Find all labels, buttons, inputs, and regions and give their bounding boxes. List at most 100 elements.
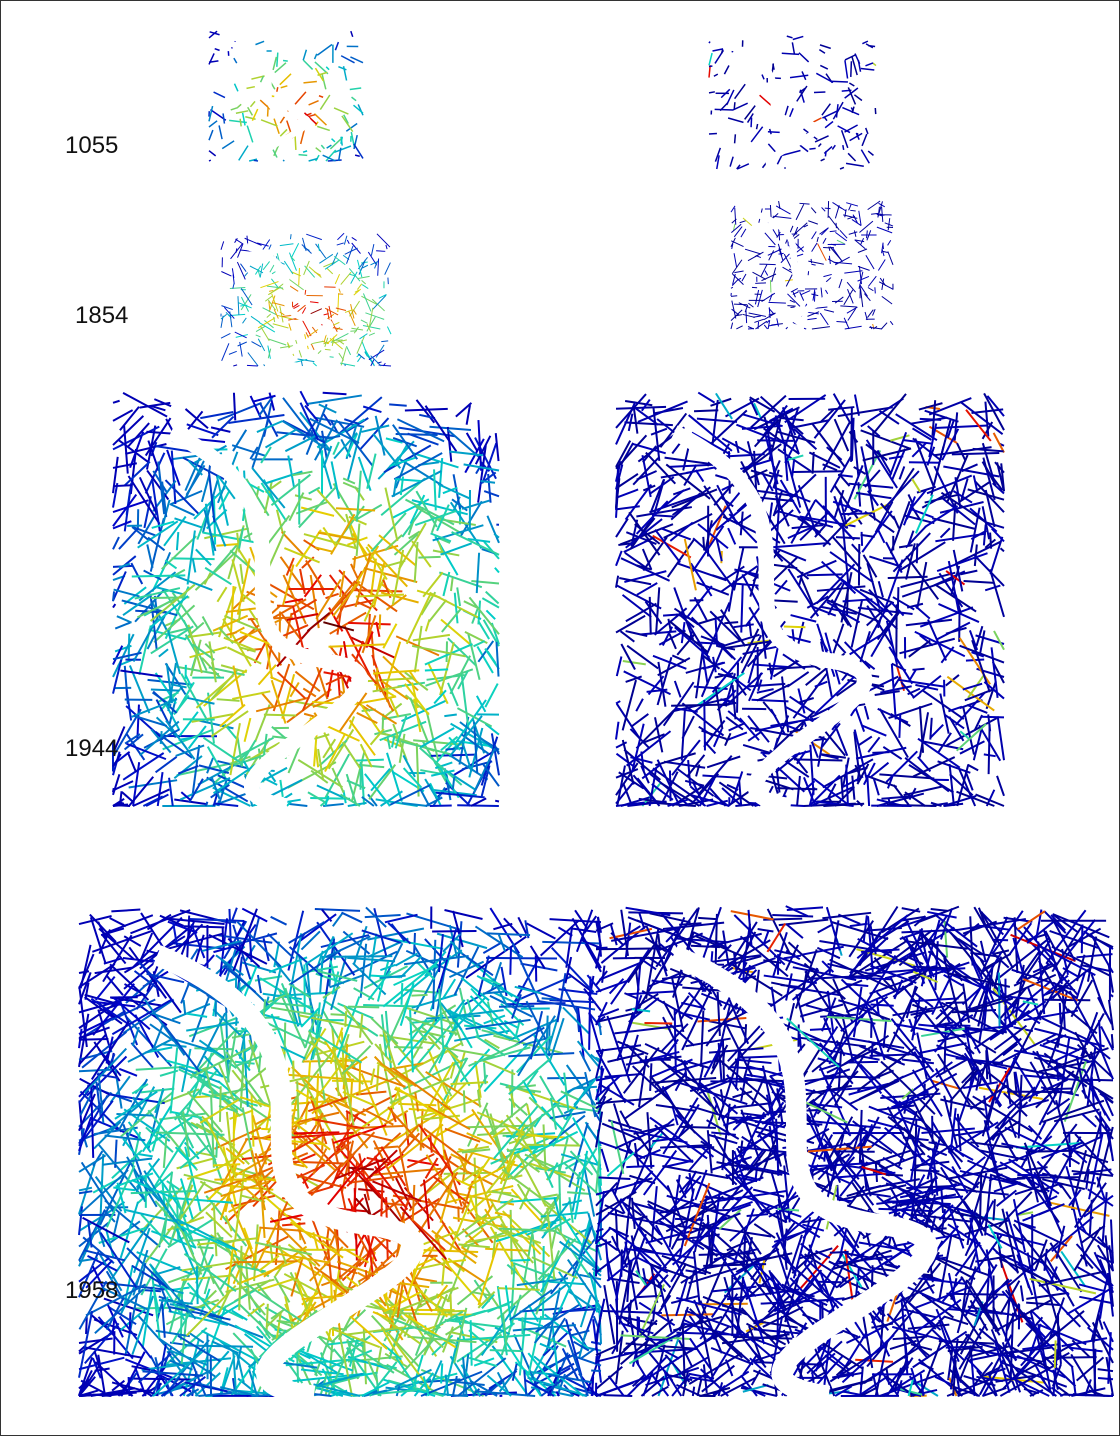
street	[247, 365, 258, 366]
street	[862, 726, 886, 736]
street	[438, 484, 470, 499]
street	[777, 788, 817, 789]
street	[878, 530, 884, 543]
street	[664, 682, 694, 725]
street	[317, 490, 345, 522]
street	[132, 575, 186, 576]
street	[510, 1260, 530, 1261]
street	[151, 597, 190, 598]
street	[861, 535, 875, 537]
street	[860, 1110, 862, 1164]
street	[746, 309, 747, 323]
street	[417, 743, 419, 797]
street	[868, 288, 873, 291]
street	[786, 327, 788, 329]
street	[1111, 995, 1113, 997]
street	[288, 456, 294, 489]
street	[888, 240, 891, 245]
street	[779, 920, 829, 926]
street	[377, 681, 394, 712]
street	[839, 279, 842, 288]
street	[365, 915, 401, 917]
street	[319, 96, 323, 97]
street	[751, 118, 752, 128]
street	[1044, 1000, 1090, 1001]
street	[846, 163, 864, 166]
street	[734, 227, 742, 237]
street	[254, 160, 258, 161]
street	[867, 230, 868, 238]
street	[336, 508, 375, 510]
street	[858, 276, 869, 281]
street	[716, 393, 732, 419]
street	[151, 689, 180, 690]
street	[357, 284, 361, 290]
street	[313, 363, 317, 366]
street	[840, 306, 857, 307]
street	[381, 341, 388, 342]
street	[343, 742, 361, 769]
street	[879, 581, 883, 597]
street	[797, 86, 807, 101]
street	[371, 1069, 374, 1085]
street	[79, 1039, 108, 1040]
street	[790, 307, 794, 308]
street	[295, 495, 312, 499]
street	[812, 231, 817, 239]
street	[1001, 463, 1004, 491]
street	[289, 323, 291, 330]
street	[847, 307, 858, 313]
street	[462, 501, 489, 509]
street	[327, 268, 333, 274]
street	[273, 57, 276, 70]
street	[818, 736, 824, 766]
street	[894, 785, 910, 806]
street	[413, 635, 450, 640]
street	[754, 319, 763, 322]
street	[221, 306, 232, 310]
street	[731, 287, 733, 288]
street	[219, 125, 222, 139]
street	[350, 301, 360, 316]
street	[552, 948, 594, 992]
street	[304, 261, 310, 275]
street	[773, 216, 792, 218]
street	[119, 1069, 137, 1076]
street	[215, 49, 220, 51]
street	[818, 244, 827, 261]
street	[247, 126, 253, 143]
street	[289, 493, 303, 521]
street	[481, 1060, 515, 1075]
street	[484, 1063, 485, 1085]
street	[421, 790, 429, 806]
street	[401, 701, 445, 721]
street	[362, 285, 368, 289]
street	[910, 509, 933, 518]
street	[675, 681, 681, 697]
street	[371, 729, 384, 745]
street	[373, 670, 419, 673]
street	[207, 758, 213, 773]
street	[209, 121, 217, 127]
street	[845, 326, 862, 329]
street	[758, 929, 774, 932]
street	[661, 1314, 713, 1315]
street	[346, 346, 350, 355]
street	[321, 145, 324, 149]
street	[709, 92, 715, 93]
street	[268, 934, 294, 959]
street	[369, 333, 375, 335]
street	[952, 453, 999, 454]
street	[228, 415, 284, 423]
street	[826, 278, 831, 282]
street	[251, 316, 260, 322]
river	[247, 246, 330, 366]
street	[372, 299, 384, 311]
street	[527, 923, 556, 938]
street	[147, 544, 152, 567]
street	[316, 244, 326, 258]
street	[616, 551, 622, 566]
street	[188, 530, 195, 584]
street	[859, 1377, 887, 1396]
street	[713, 49, 724, 51]
